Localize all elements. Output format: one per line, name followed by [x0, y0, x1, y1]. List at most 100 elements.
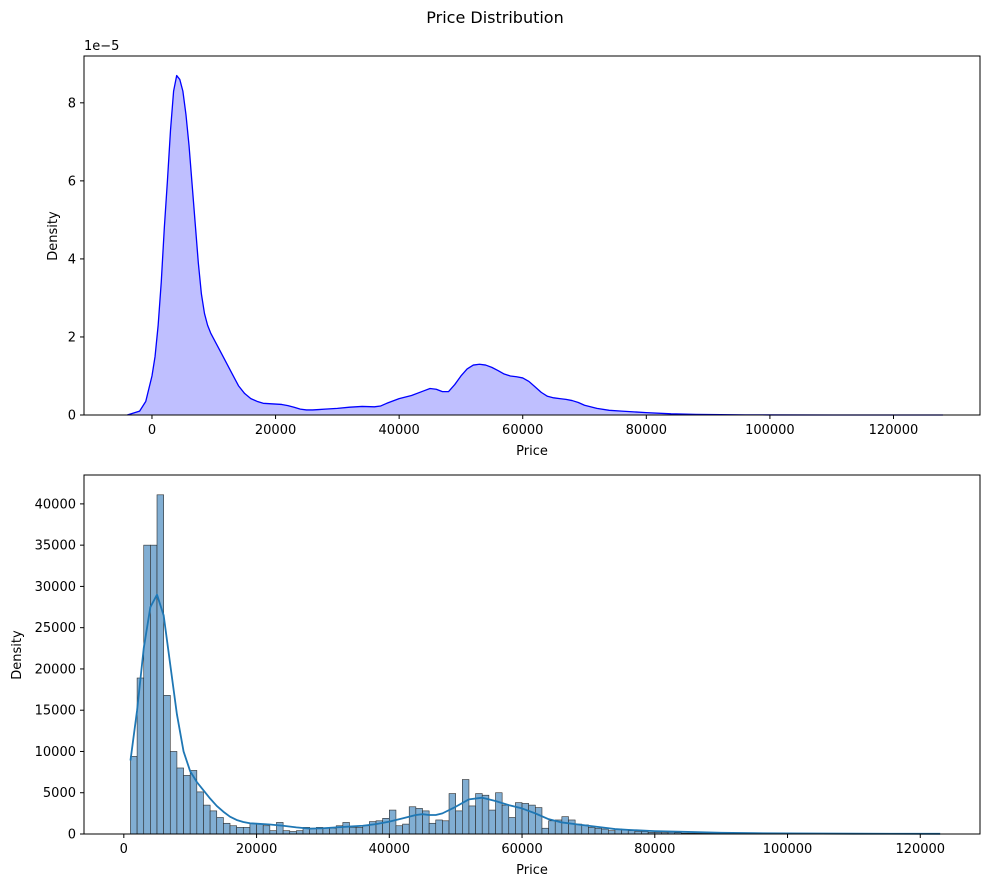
kde-x-ticks: 0 20000 40000 60000 80000 100000 120000	[148, 415, 918, 438]
histogram-bar	[229, 825, 237, 835]
histogram-bar	[349, 827, 357, 835]
y-tick-label: 4	[68, 252, 76, 267]
histogram-bar	[130, 756, 138, 835]
histogram-bar	[329, 827, 337, 835]
histogram-kde-layer	[129, 593, 941, 835]
histogram-bar	[196, 791, 204, 835]
histogram-x-ticks: 0 20000 40000 60000 80000 100000 120000	[120, 834, 945, 857]
x-tick-label: 80000	[634, 842, 675, 857]
histogram-bar	[216, 817, 224, 835]
x-tick-label: 0	[120, 842, 128, 857]
histogram-bar	[223, 822, 231, 835]
histogram-bar	[242, 827, 251, 835]
histogram-bar	[183, 775, 191, 835]
kde-density-fill	[127, 75, 943, 415]
y-tick-label: 15000	[35, 704, 76, 719]
x-tick-label: 0	[148, 423, 156, 438]
histogram-bar	[548, 820, 556, 835]
histogram-bar	[163, 695, 171, 835]
kde-y-axis-label: Density	[46, 211, 61, 261]
y-tick-label: 30000	[35, 580, 76, 595]
histogram-bar	[203, 804, 211, 835]
x-tick-label: 20000	[236, 842, 277, 857]
histogram-bar	[382, 818, 390, 835]
kde-axes-frame	[83, 55, 981, 416]
histogram-bar	[415, 808, 423, 835]
histogram-bar	[176, 767, 184, 835]
histogram-bar	[508, 817, 516, 835]
histogram-bar	[468, 805, 476, 835]
histogram-bar	[488, 809, 496, 835]
histogram-bar	[276, 822, 284, 835]
histogram-x-axis-label: Price	[516, 863, 548, 878]
histogram-bar	[169, 751, 178, 835]
histogram-bar	[428, 822, 437, 835]
histogram-bar	[475, 793, 483, 835]
histogram-bar	[528, 804, 536, 835]
y-tick-label: 5000	[43, 786, 76, 801]
histogram-bar	[342, 822, 350, 835]
y-tick-label: 25000	[35, 621, 76, 636]
x-tick-label: 40000	[378, 423, 419, 438]
kde-density-line	[127, 74, 943, 416]
kde-y-scale-label: 1e−5	[84, 39, 119, 54]
histogram-bar	[322, 827, 330, 835]
histogram-bar	[408, 806, 417, 835]
histogram-axes-frame	[83, 474, 981, 835]
histogram-bar	[150, 544, 158, 835]
x-tick-label: 40000	[369, 842, 410, 857]
histogram-bar	[209, 810, 218, 835]
histogram-bar	[594, 827, 602, 835]
histogram-kde-line	[129, 593, 941, 835]
y-tick-label: 0	[68, 409, 76, 424]
histogram-y-ticks: 0 5000 10000 15000 20000 25000 30000 35000 40000	[35, 497, 84, 843]
histogram-bar	[535, 807, 543, 835]
y-tick-label: 20000	[35, 662, 76, 677]
y-tick-label: 2	[68, 330, 76, 345]
histogram-bar	[481, 794, 490, 835]
histogram-bar	[143, 544, 151, 835]
y-tick-label: 8	[68, 96, 76, 111]
histogram-bar	[501, 804, 510, 835]
y-tick-label: 35000	[35, 539, 76, 554]
histogram-bar	[495, 792, 503, 835]
x-tick-label: 20000	[255, 423, 296, 438]
x-tick-label: 120000	[869, 423, 919, 438]
x-tick-label: 100000	[745, 423, 795, 438]
x-tick-label: 60000	[502, 423, 543, 438]
histogram-bar	[262, 825, 271, 835]
kde-y-ticks: 0 2 4 6 8	[68, 96, 84, 424]
histogram-bar	[442, 820, 450, 835]
histogram-bar	[355, 827, 364, 835]
kde-plot-area	[127, 74, 943, 416]
histogram-bar	[156, 494, 164, 835]
histogram-y-axis-label: Density	[10, 630, 25, 680]
histogram-axes: 0 20000 40000 60000 80000 100000 120000 0 5000 1…	[10, 474, 981, 878]
histogram-bar	[568, 819, 576, 835]
histogram-bar	[256, 823, 264, 835]
histogram-bar	[448, 793, 456, 835]
histogram-bar	[395, 825, 403, 835]
figure-suptitle: Price Distribution	[426, 8, 563, 27]
x-tick-label: 120000	[895, 842, 945, 857]
histogram-bar	[362, 825, 370, 835]
x-tick-label: 60000	[501, 842, 542, 857]
histogram-bar	[236, 827, 244, 835]
histogram-bar	[588, 827, 596, 835]
y-tick-label: 6	[68, 174, 76, 189]
histogram-bar	[402, 823, 410, 835]
y-tick-label: 10000	[35, 745, 76, 760]
kde-axes: 0 20000 40000 60000 80000 100000 120000 02468 …	[46, 39, 981, 459]
histogram-bar	[561, 816, 569, 835]
x-tick-label: 80000	[626, 423, 667, 438]
kde-x-axis-label: Price	[516, 444, 548, 459]
histogram-bar	[455, 810, 463, 835]
x-tick-label: 100000	[763, 842, 813, 857]
y-tick-label: 40000	[35, 497, 76, 512]
histogram-bar	[462, 779, 470, 835]
histogram-bar	[435, 819, 443, 835]
histogram-bar	[249, 822, 257, 835]
histogram-bar	[541, 827, 549, 835]
histogram-bar	[601, 828, 609, 835]
